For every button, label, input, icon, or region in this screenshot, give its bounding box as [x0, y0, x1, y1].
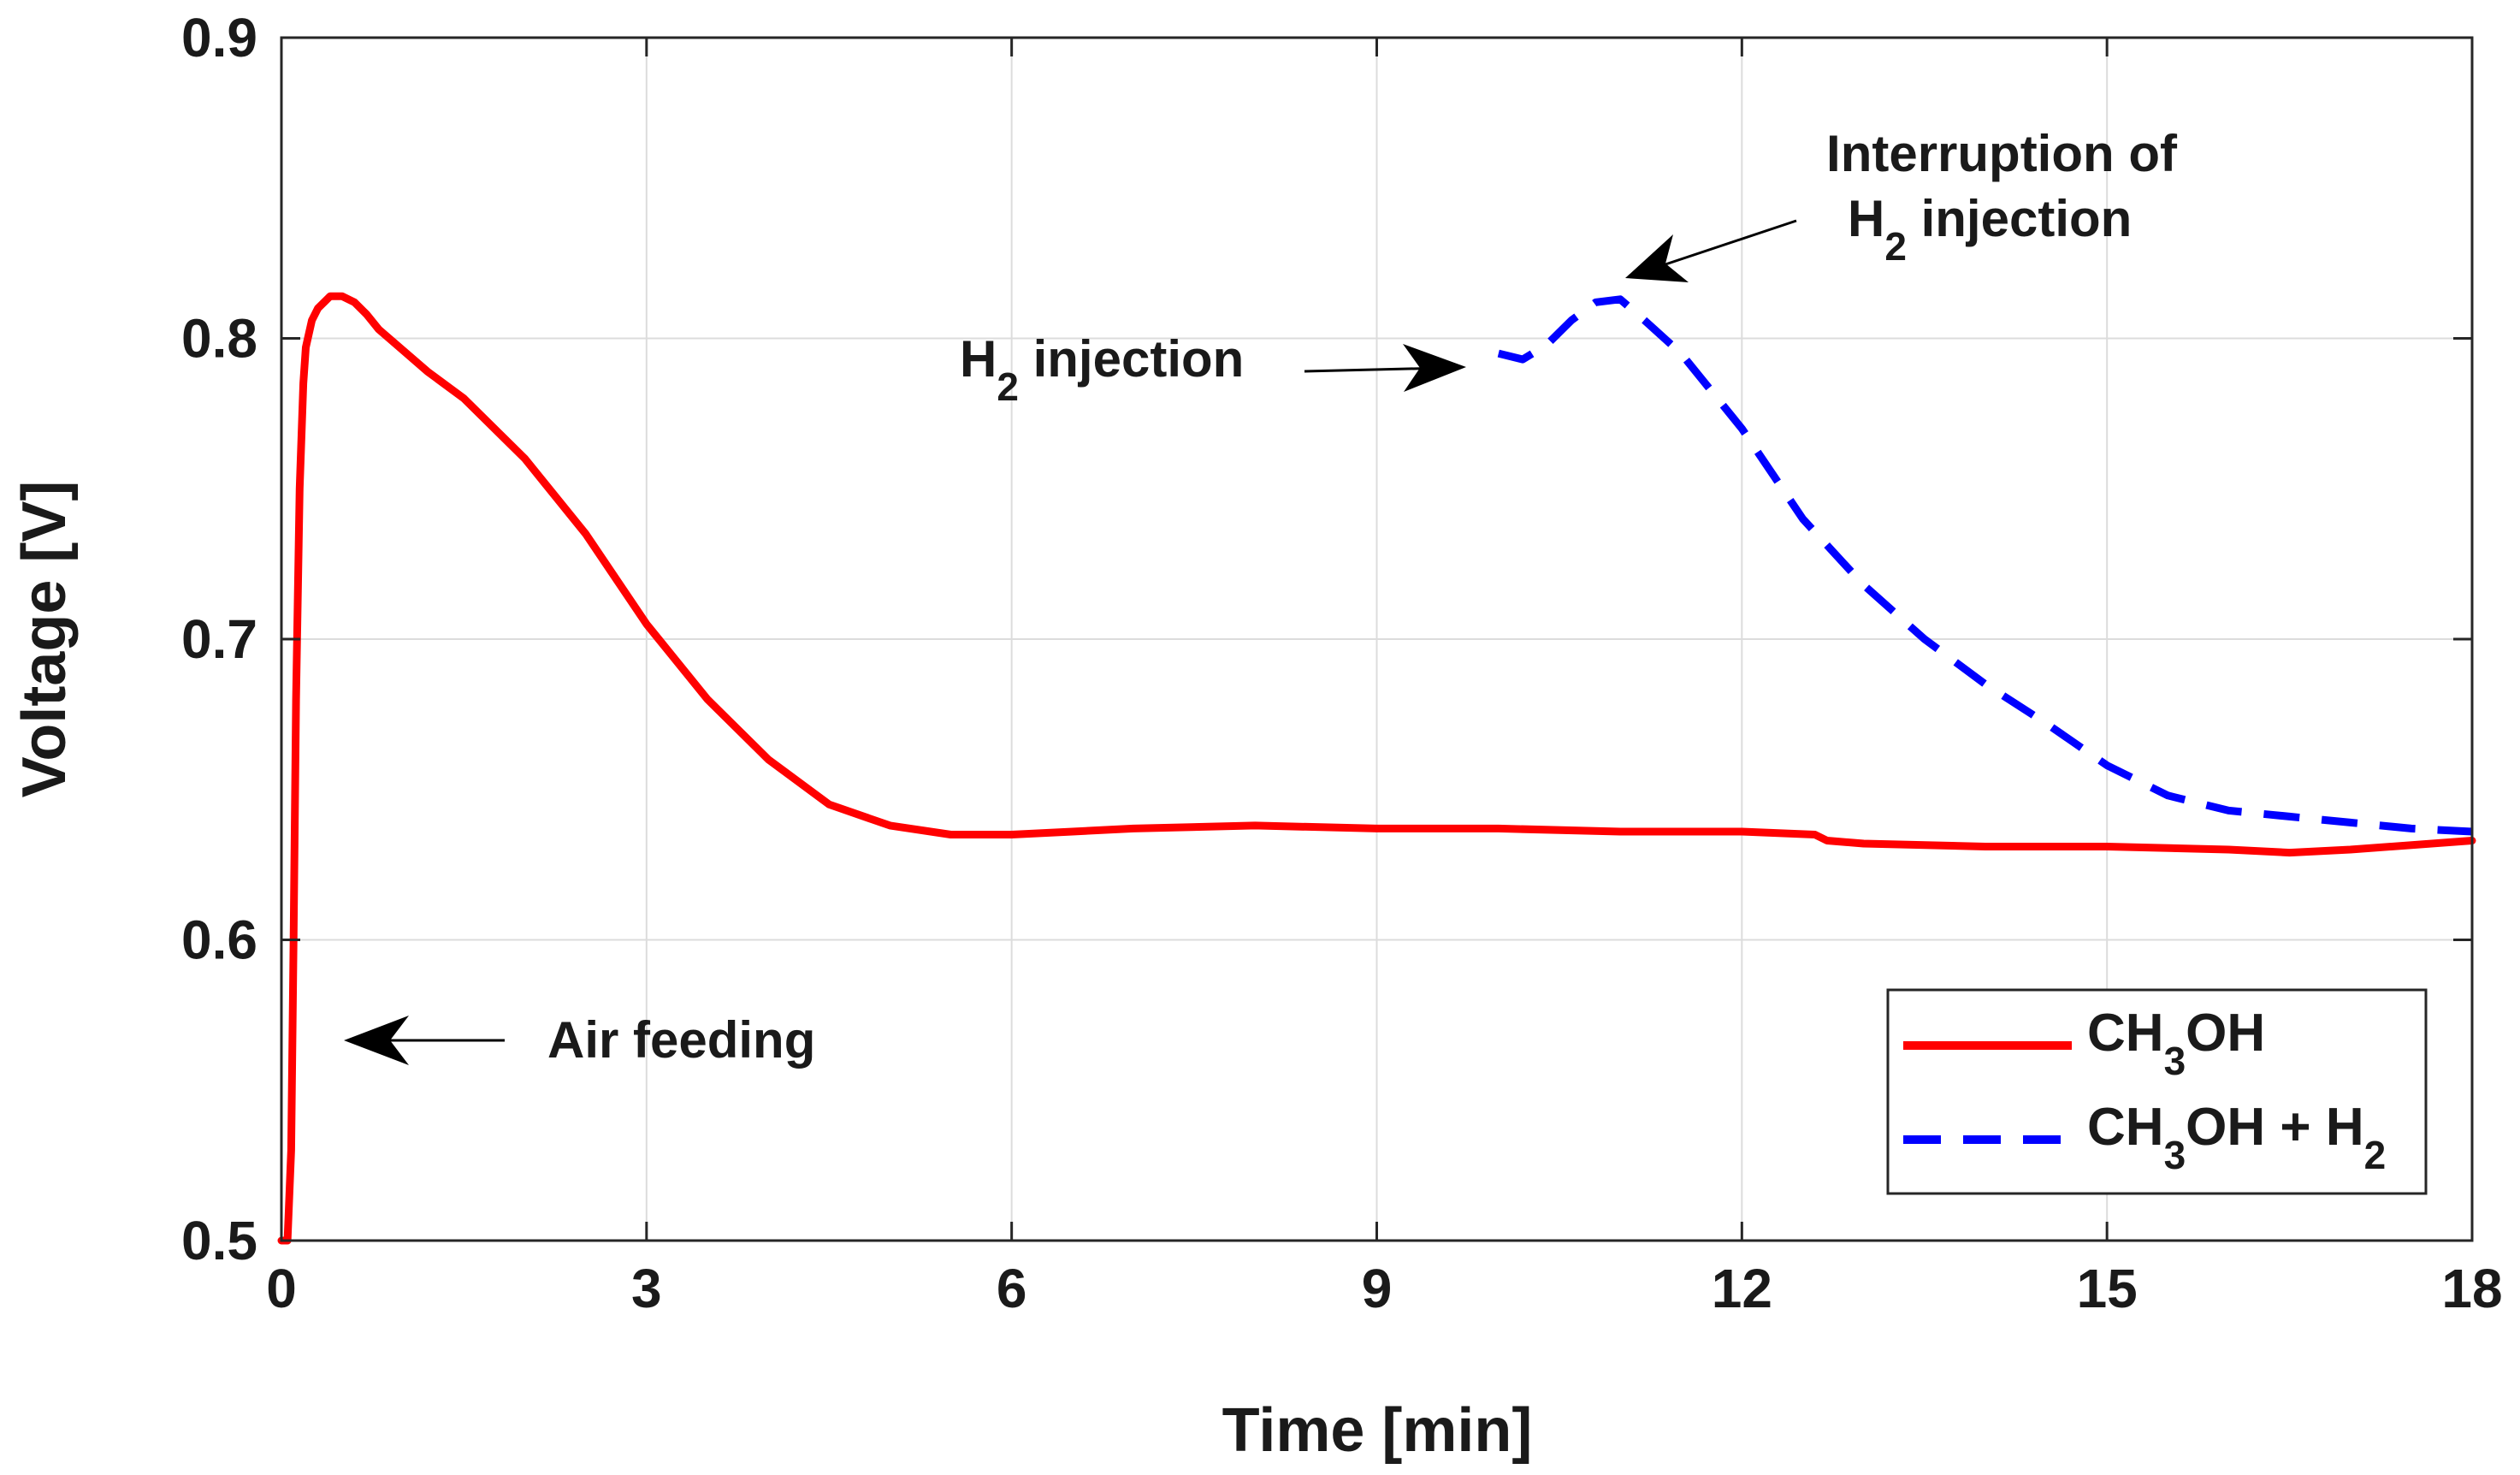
- interruption-label-line1: Interruption of: [1826, 125, 2178, 182]
- y-tick-label: 0.8: [181, 308, 257, 370]
- series-line-ch3oh: [277, 292, 2476, 1245]
- x-tick-label: 18: [2441, 1258, 2502, 1319]
- legend-label-ch3oh: CH3OH: [2087, 1004, 2265, 1083]
- legend: CH3OH CH3OH + H2: [1886, 988, 2428, 1195]
- series-line-ch3oh-h2: [1497, 295, 2473, 836]
- y-tick-label: 0.6: [181, 909, 257, 971]
- air-feeding-arrow-head: [344, 1016, 409, 1065]
- x-tick-label: 6: [997, 1258, 1027, 1319]
- air-feeding-label: Air feeding: [547, 1011, 815, 1069]
- x-axis-title: Time [min]: [1222, 1396, 1533, 1465]
- x-tick-label: 12: [1712, 1258, 1772, 1319]
- annotation-h2-injection: H2 injection: [960, 330, 1466, 409]
- series-layer: [277, 292, 2476, 1245]
- axis-ticks: 0 3 6 9 12 15 18 0.5 0.6 0.7 0.8 0.9: [181, 7, 2503, 1319]
- legend-label-ch3oh-h2: CH3OH + H2: [2087, 1098, 2386, 1177]
- interruption-arrow-head: [1625, 234, 1689, 282]
- interruption-label-line2: H2 injection: [1848, 190, 2132, 269]
- x-tick-label: 0: [266, 1258, 297, 1319]
- y-tick-label: 0.7: [181, 608, 257, 670]
- annotation-interruption: Interruption of H2 injection: [1625, 125, 2178, 282]
- y-tick-label: 0.9: [181, 7, 257, 68]
- h2-injection-label: H2 injection: [960, 330, 1244, 409]
- x-tick-label: 15: [2077, 1258, 2138, 1319]
- y-axis-title: Voltage [V]: [10, 481, 79, 798]
- x-tick-label: 3: [631, 1258, 662, 1319]
- legend-box: [1886, 988, 2428, 1195]
- x-tick-label: 9: [1362, 1258, 1393, 1319]
- annotation-air-feeding: Air feeding: [344, 1011, 815, 1069]
- y-tick-label: 0.5: [181, 1210, 257, 1271]
- h2-injection-arrow-head: [1403, 344, 1466, 392]
- interruption-arrow-shaft: [1642, 219, 1797, 274]
